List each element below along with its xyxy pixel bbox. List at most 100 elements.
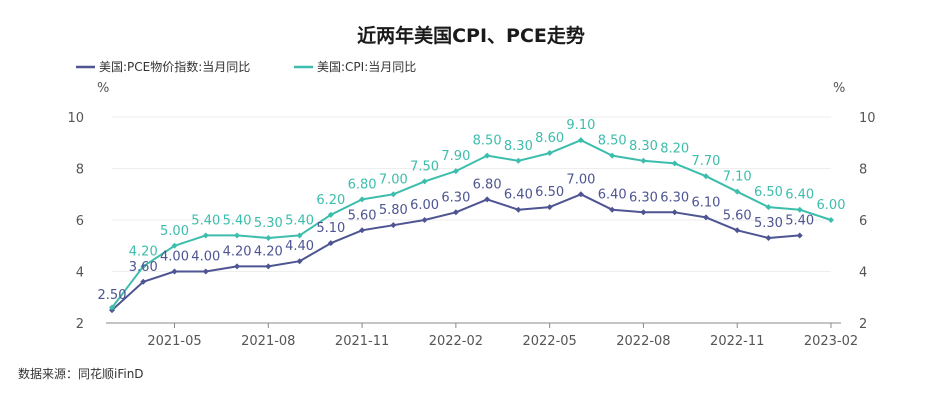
- data-label: 7.10: [723, 170, 752, 185]
- x-axis-ticks: 2021-05 2021-08 2021-11 2022-02 2022-05 2022-…: [147, 323, 858, 349]
- data-point: [546, 150, 553, 157]
- data-label: 5.40: [191, 213, 220, 228]
- y-tick-label-right: 8: [859, 163, 867, 178]
- data-label: 6.80: [348, 177, 377, 192]
- data-label: 6.30: [441, 190, 470, 205]
- y-axis-left-ticks: 2 4 6 8 10: [67, 111, 84, 332]
- data-point: [515, 206, 522, 213]
- y-axis-left-unit: %: [97, 81, 109, 96]
- series-pce: [109, 191, 803, 314]
- data-label: 4.00: [160, 250, 189, 265]
- data-point: [640, 209, 647, 216]
- data-point: [734, 188, 741, 195]
- data-label: 5.80: [379, 203, 408, 218]
- data-label: 8.30: [629, 139, 658, 154]
- data-label: 7.70: [691, 154, 720, 169]
- data-point: [484, 196, 491, 203]
- y-tick-label-left: 2: [76, 317, 84, 332]
- data-label: 5.00: [160, 224, 189, 239]
- x-tick-label: 2021-11: [335, 334, 389, 349]
- data-point: [609, 152, 616, 159]
- data-label: 8.30: [504, 139, 533, 154]
- data-label: 3.60: [129, 260, 158, 275]
- y-axis-right-ticks: 2 4 6 8 10: [859, 111, 876, 332]
- data-point: [140, 263, 147, 270]
- data-label: 4.20: [254, 244, 283, 259]
- data-point: [577, 137, 584, 144]
- y-tick-label-left: 8: [76, 163, 84, 178]
- x-tick-label: 2022-08: [616, 334, 670, 349]
- data-point: [765, 204, 772, 211]
- series-line-cpi: [111, 139, 832, 309]
- data-label: 4.20: [129, 244, 158, 259]
- y-tick-label-right: 4: [859, 266, 867, 281]
- data-label: 7.50: [410, 159, 439, 174]
- chart-title: 近两年美国CPI、PCE走势: [357, 24, 585, 47]
- data-point: [577, 191, 584, 198]
- data-point: [359, 196, 366, 203]
- data-label: 6.40: [785, 188, 814, 203]
- y-tick-label-left: 6: [76, 214, 84, 229]
- data-point: [359, 227, 366, 234]
- data-point: [234, 263, 241, 270]
- data-label: 6.20: [316, 193, 345, 208]
- data-point: [140, 278, 147, 285]
- legend-label-pce: 美国:PCE物价指数:当月同比: [99, 59, 250, 74]
- data-labels: 2.503.604.00 4.00 4.20 4.20 4.405.105.60 5.80…: [98, 118, 846, 303]
- data-point: [202, 268, 209, 275]
- data-label: 7.90: [441, 149, 470, 164]
- data-point: [702, 173, 709, 180]
- data-point: [202, 232, 209, 239]
- data-point: [265, 235, 272, 242]
- data-label: 4.20: [223, 244, 252, 259]
- data-point: [609, 206, 616, 213]
- data-label: 6.50: [754, 185, 783, 200]
- data-label: 6.40: [598, 188, 627, 203]
- data-point: [765, 235, 772, 242]
- data-label: 6.30: [629, 190, 658, 205]
- series-cpi: [109, 137, 834, 311]
- data-point: [109, 304, 115, 311]
- legend-item-cpi[interactable]: 美国:CPI:当月同比: [294, 60, 416, 74]
- data-label: 6.00: [817, 198, 846, 213]
- data-label: 6.40: [504, 188, 533, 203]
- y-tick-label-right: 2: [859, 317, 867, 332]
- data-label: 4.00: [191, 250, 220, 265]
- data-label: 5.10: [316, 221, 345, 236]
- data-label: 6.30: [660, 190, 689, 205]
- data-point: [671, 209, 678, 216]
- data-label: 9.10: [566, 118, 595, 133]
- plot-area: [109, 137, 834, 314]
- legend-label-cpi: 美国:CPI:当月同比: [317, 60, 416, 74]
- x-tick-label: 2021-05: [147, 334, 201, 349]
- data-point: [234, 232, 241, 239]
- data-label: 7.00: [566, 172, 595, 187]
- data-label: 2.50: [98, 288, 127, 303]
- data-point: [296, 232, 303, 239]
- data-point: [796, 206, 803, 213]
- data-point: [327, 240, 334, 247]
- y-axis-right-unit: %: [833, 81, 845, 96]
- data-point: [421, 217, 428, 223]
- data-point: [515, 157, 522, 164]
- data-point: [452, 209, 459, 216]
- data-point: [171, 242, 178, 249]
- data-point: [671, 160, 678, 167]
- data-label: 5.60: [348, 208, 377, 223]
- legend-item-pce[interactable]: 美国:PCE物价指数:当月同比: [76, 59, 250, 74]
- data-point: [327, 211, 334, 218]
- x-tick-label: 2023-02: [804, 334, 858, 349]
- data-point: [734, 227, 741, 234]
- y-tick-label-right: 10: [859, 111, 876, 126]
- legend: 美国:PCE物价指数:当月同比 美国:CPI:当月同比: [76, 59, 416, 74]
- data-point: [452, 168, 459, 175]
- data-label: 6.10: [691, 195, 720, 210]
- data-label: 5.30: [754, 216, 783, 231]
- data-label: 6.80: [473, 177, 502, 192]
- data-label: 5.40: [223, 213, 252, 228]
- data-label: 5.40: [785, 213, 814, 228]
- x-tick-label: 2022-02: [429, 334, 483, 349]
- data-label: 5.60: [723, 208, 752, 223]
- data-point: [390, 222, 397, 229]
